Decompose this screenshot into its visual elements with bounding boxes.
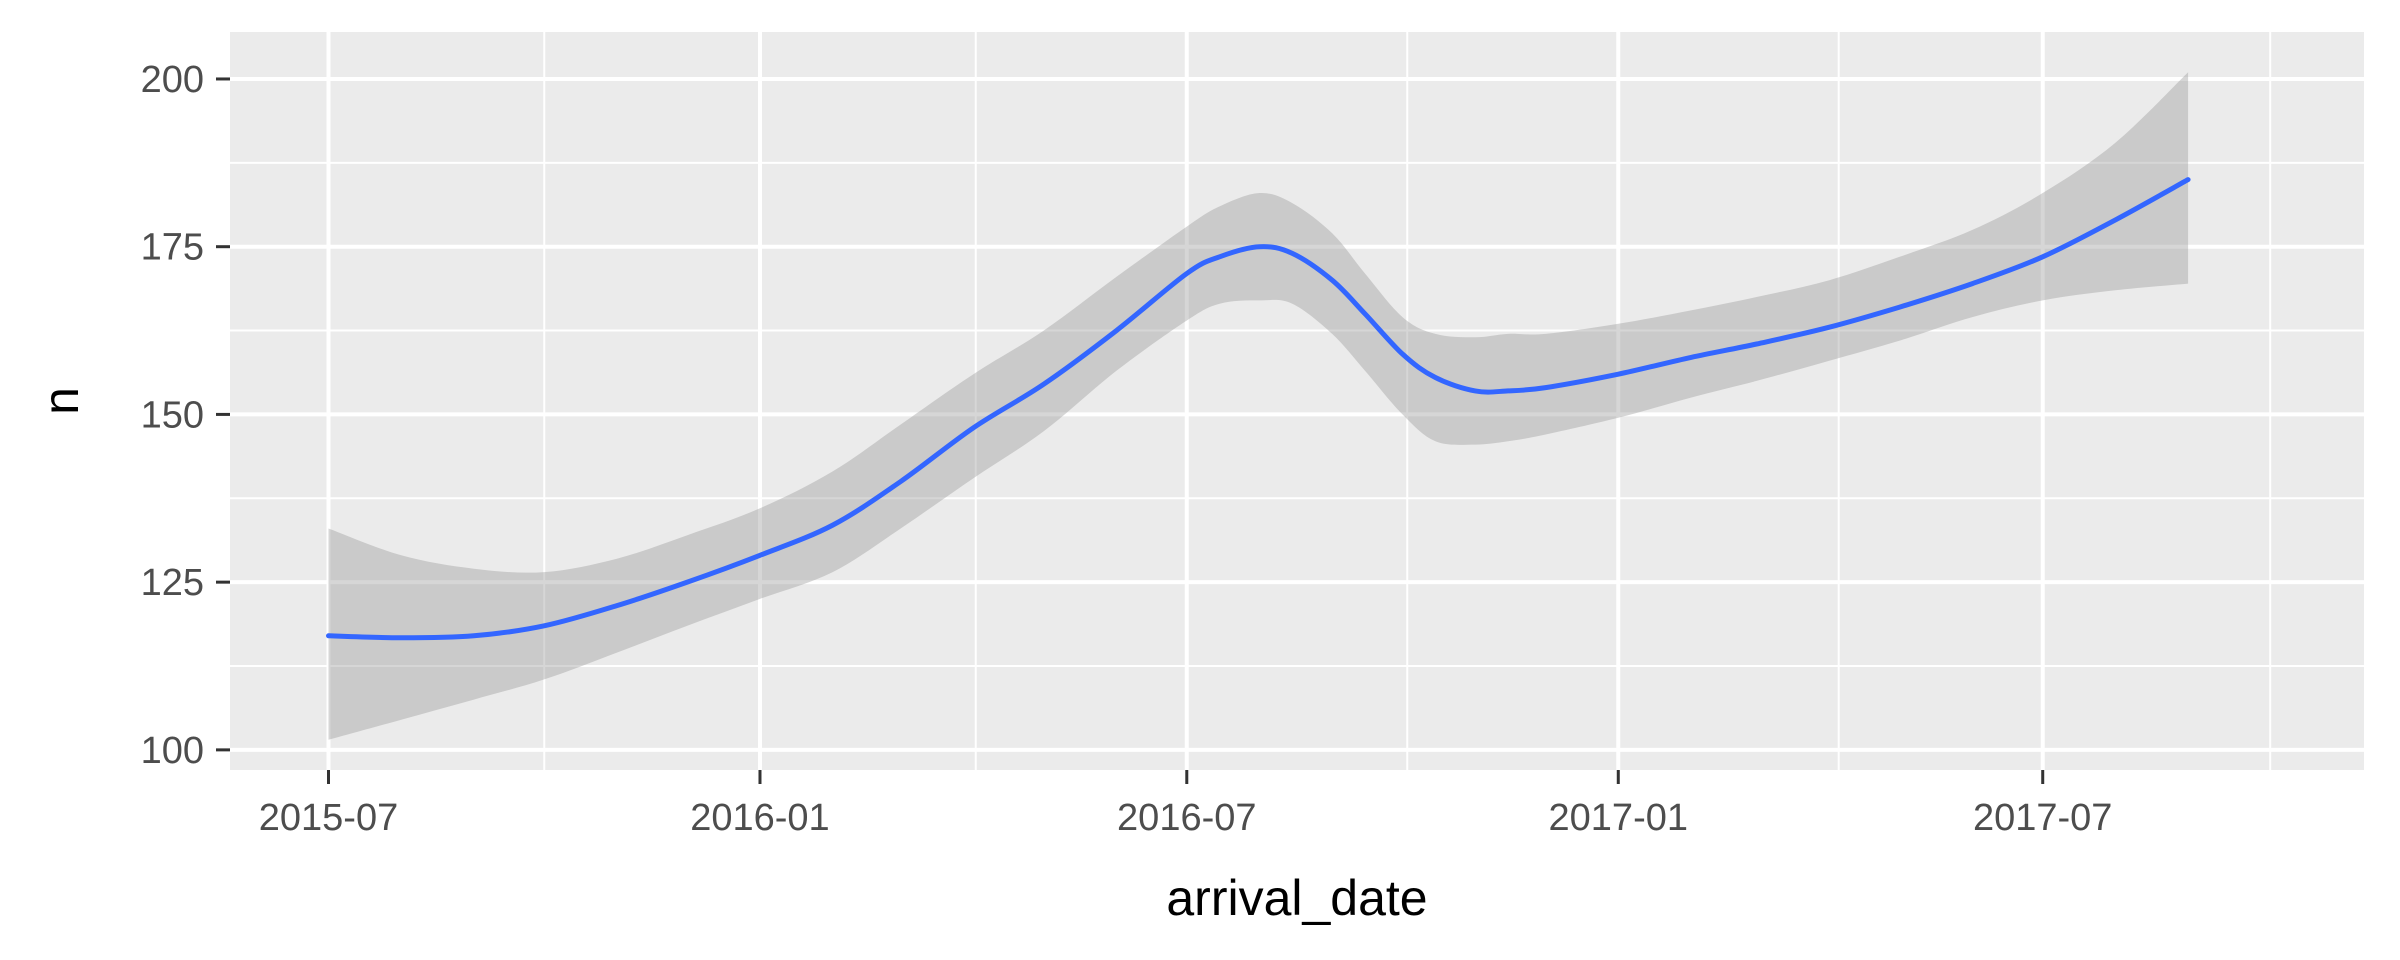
major-gridlines bbox=[230, 32, 2364, 770]
y-tick-label: 200 bbox=[141, 59, 204, 101]
smooth-trend-line bbox=[326, 177, 2191, 641]
x-tick-label: 2017-01 bbox=[1549, 797, 1688, 839]
y-tick-label: 175 bbox=[141, 227, 204, 269]
y-axis: 100 125 150 175 200 bbox=[141, 59, 230, 772]
x-tick-label: 2016-01 bbox=[690, 797, 829, 839]
y-axis-title: n bbox=[33, 387, 89, 415]
x-axis-title: arrival_date bbox=[1166, 870, 1427, 926]
confidence-band-layer bbox=[328, 72, 2189, 740]
smooth-line-layer bbox=[326, 177, 2191, 641]
minor-gridlines bbox=[230, 32, 2364, 770]
y-tick-label: 150 bbox=[141, 394, 204, 436]
plot-panel bbox=[230, 32, 2364, 770]
y-tick-label: 125 bbox=[141, 562, 204, 604]
x-axis: 2015-07 2016-01 2016-07 2017-01 2017-07 bbox=[259, 770, 2112, 839]
confidence-band bbox=[328, 72, 2189, 740]
x-tick-label: 2015-07 bbox=[259, 797, 398, 839]
x-tick-label: 2016-07 bbox=[1117, 797, 1256, 839]
x-tick-label: 2017-07 bbox=[1973, 797, 2112, 839]
y-tick-label: 100 bbox=[141, 730, 204, 772]
